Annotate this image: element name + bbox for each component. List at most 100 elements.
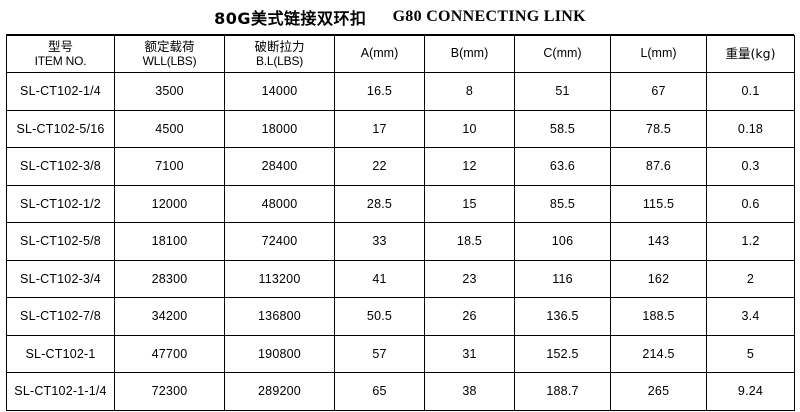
column-header-wll-cn: 额定载荷 [144, 38, 195, 54]
cell-a: 22 [334, 147, 425, 186]
cell-item-no: SL-CT102-1/2 [6, 184, 115, 223]
column-header-breaking-load: 破断拉力 B.L(LBS) [224, 35, 335, 73]
cell-item-no: SL-CT102-1-1/4 [6, 372, 115, 411]
table-row: SL-CT102-3/8 7100 28400 22 12 63.6 87.6 … [6, 147, 795, 186]
cell-c: 188.7 [514, 372, 611, 411]
cell-weight: 0.6 [706, 184, 795, 223]
cell-weight: 5 [706, 334, 795, 373]
cell-breaking-load: 18000 [224, 109, 335, 148]
cell-b: 12 [424, 147, 515, 186]
cell-a: 57 [334, 334, 425, 373]
cell-item-no: SL-CT102-3/4 [6, 259, 115, 298]
cell-b: 10 [424, 109, 515, 148]
column-header-wll-en: WLL(LBS) [142, 54, 197, 69]
cell-c: 58.5 [514, 109, 611, 148]
cell-c: 85.5 [514, 184, 611, 223]
cell-weight: 0.18 [706, 109, 795, 148]
column-header-a-label: A(mm) [360, 46, 399, 61]
column-header-b: B(mm) [424, 35, 515, 73]
cell-b: 15 [424, 184, 515, 223]
cell-l: 78.5 [610, 109, 707, 148]
cell-a: 17 [334, 109, 425, 148]
table-row: SL-CT102-1 47700 190800 57 31 152.5 214.… [6, 334, 795, 373]
cell-b: 23 [424, 259, 515, 298]
table-row: SL-CT102-7/8 34200 136800 50.5 26 136.5 … [6, 297, 795, 336]
cell-c: 51 [514, 72, 611, 111]
cell-b: 38 [424, 372, 515, 411]
cell-l: 188.5 [610, 297, 707, 336]
column-header-breaking-load-en: B.L(LBS) [255, 54, 304, 69]
cell-breaking-load: 48000 [224, 184, 335, 223]
cell-l: 87.6 [610, 147, 707, 186]
cell-breaking-load: 14000 [224, 72, 335, 111]
column-header-l: L(mm) [610, 35, 707, 73]
cell-item-no: SL-CT102-1/4 [6, 72, 115, 111]
cell-l: 115.5 [610, 184, 707, 223]
table-row: SL-CT102-5/16 4500 18000 17 10 58.5 78.5… [6, 109, 795, 148]
table-header-row: 型号 ITEM NO. 额定载荷 WLL(LBS) 破断拉力 B.L(LBS) … [6, 35, 795, 73]
cell-wll: 7100 [114, 147, 225, 186]
cell-c: 106 [514, 222, 611, 261]
cell-breaking-load: 28400 [224, 147, 335, 186]
cell-wll: 4500 [114, 109, 225, 148]
cell-item-no: SL-CT102-7/8 [6, 297, 115, 336]
cell-breaking-load: 113200 [224, 259, 335, 298]
cell-weight: 2 [706, 259, 795, 298]
cell-item-no: SL-CT102-5/16 [6, 109, 115, 148]
specification-table: 型号 ITEM NO. 额定载荷 WLL(LBS) 破断拉力 B.L(LBS) … [6, 35, 795, 411]
cell-a: 28.5 [334, 184, 425, 223]
cell-b: 31 [424, 334, 515, 373]
cell-a: 41 [334, 259, 425, 298]
cell-wll: 12000 [114, 184, 225, 223]
page-title-chinese: 80G美式链接双环扣 [214, 9, 367, 28]
table-row: SL-CT102-1-1/4 72300 289200 65 38 188.7 … [6, 372, 795, 411]
column-header-weight: 重量(kg) [706, 35, 795, 73]
column-header-item-no-en: ITEM NO. [34, 54, 87, 69]
column-header-item-no-cn: 型号 [47, 38, 73, 54]
cell-breaking-load: 136800 [224, 297, 335, 336]
cell-b: 18.5 [424, 222, 515, 261]
cell-c: 116 [514, 259, 611, 298]
column-header-b-label: B(mm) [450, 46, 489, 61]
cell-weight: 1.2 [706, 222, 795, 261]
cell-weight: 3.4 [706, 297, 795, 336]
cell-wll: 28300 [114, 259, 225, 298]
table-row: SL-CT102-1/4 3500 14000 16.5 8 51 67 0.1 [6, 72, 795, 111]
cell-wll: 47700 [114, 334, 225, 373]
column-header-c: C(mm) [514, 35, 611, 73]
page-title: 80G美式链接双环扣 G80 CONNECTING LINK [6, 0, 794, 35]
column-header-c-label: C(mm) [543, 46, 582, 61]
column-header-item-no: 型号 ITEM NO. [6, 35, 115, 73]
cell-a: 65 [334, 372, 425, 411]
cell-a: 33 [334, 222, 425, 261]
cell-c: 152.5 [514, 334, 611, 373]
cell-weight: 0.3 [706, 147, 795, 186]
cell-wll: 72300 [114, 372, 225, 411]
cell-weight: 9.24 [706, 372, 795, 411]
cell-l: 265 [610, 372, 707, 411]
column-header-wll: 额定载荷 WLL(LBS) [114, 35, 225, 73]
cell-item-no: SL-CT102-5/8 [6, 222, 115, 261]
cell-c: 63.6 [514, 147, 611, 186]
cell-a: 50.5 [334, 297, 425, 336]
page-title-english: G80 CONNECTING LINK [392, 8, 586, 25]
cell-b: 26 [424, 297, 515, 336]
column-header-weight-label: 重量(kg) [725, 46, 776, 62]
cell-l: 143 [610, 222, 707, 261]
cell-breaking-load: 190800 [224, 334, 335, 373]
column-header-a: A(mm) [334, 35, 425, 73]
cell-breaking-load: 72400 [224, 222, 335, 261]
cell-b: 8 [424, 72, 515, 111]
cell-l: 67 [610, 72, 707, 111]
cell-breaking-load: 289200 [224, 372, 335, 411]
column-header-l-label: L(mm) [640, 46, 677, 61]
table-row: SL-CT102-1/2 12000 48000 28.5 15 85.5 11… [6, 184, 795, 223]
cell-l: 162 [610, 259, 707, 298]
cell-c: 136.5 [514, 297, 611, 336]
cell-item-no: SL-CT102-1 [6, 334, 115, 373]
cell-item-no: SL-CT102-3/8 [6, 147, 115, 186]
cell-l: 214.5 [610, 334, 707, 373]
cell-a: 16.5 [334, 72, 425, 111]
cell-wll: 3500 [114, 72, 225, 111]
table-row: SL-CT102-3/4 28300 113200 41 23 116 162 … [6, 259, 795, 298]
